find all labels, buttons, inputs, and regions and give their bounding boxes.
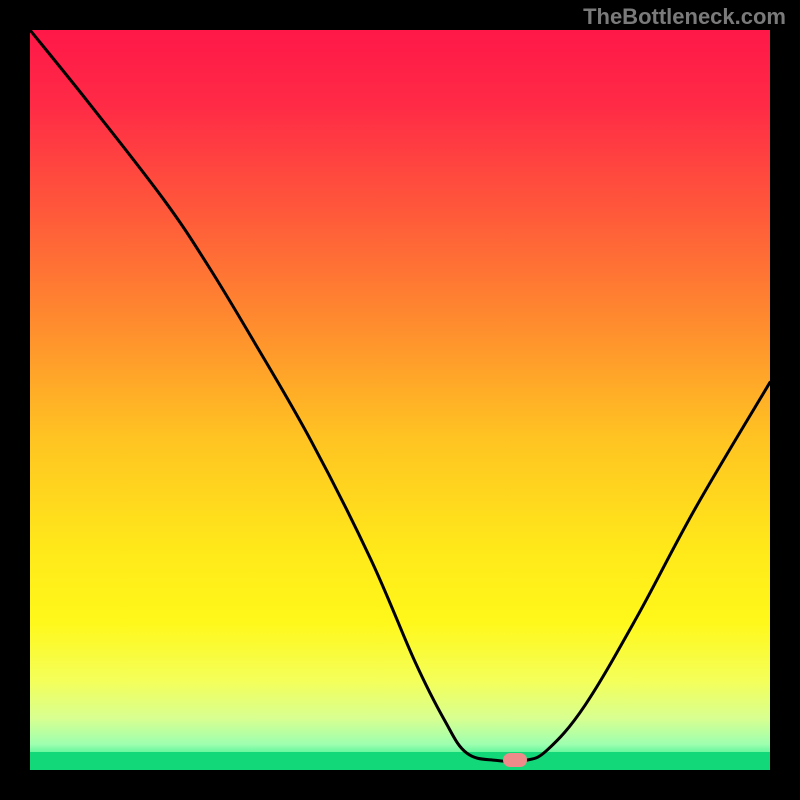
green-band [30,752,770,770]
background-gradient [30,30,770,770]
optimum-marker [503,753,527,767]
chart-root: TheBottleneck.com [0,0,800,800]
plot-area [30,30,770,770]
watermark-text: TheBottleneck.com [583,4,786,30]
